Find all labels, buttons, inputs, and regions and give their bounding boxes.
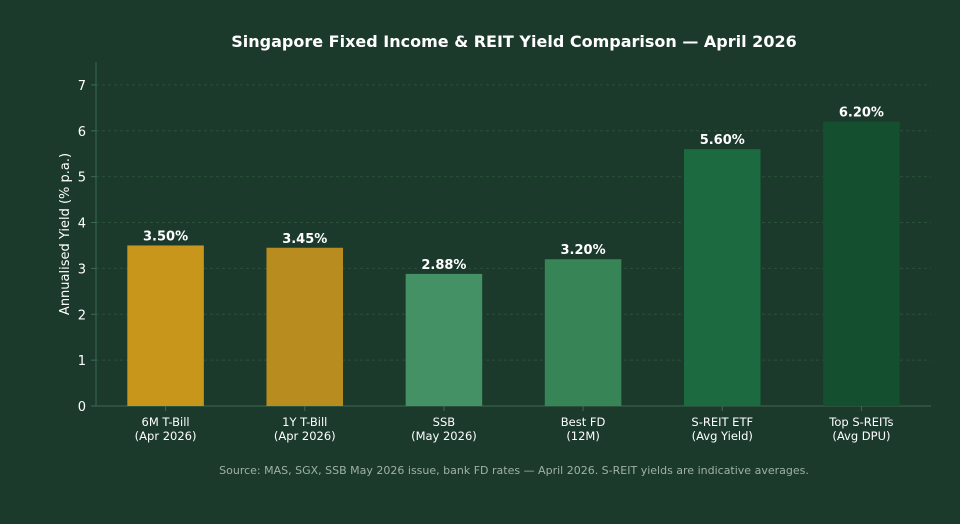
x-tick-label: (May 2026) (411, 429, 477, 443)
x-tick-label: 1Y T-Bill (282, 415, 327, 429)
data-label: 6.20% (839, 106, 884, 121)
bar (127, 245, 204, 406)
x-tick-label: (12M) (566, 429, 600, 443)
x-tick-label: SSB (433, 415, 456, 429)
x-tick-label: (Avg DPU) (832, 429, 890, 443)
chart-title: Singapore Fixed Income & REIT Yield Comp… (231, 32, 796, 51)
data-label: 3.20% (561, 243, 606, 258)
data-label: 5.60% (700, 133, 745, 148)
x-tick-label: 6M T-Bill (142, 415, 190, 429)
y-tick-label: 5 (78, 171, 86, 186)
y-tick-label: 6 (78, 125, 86, 140)
y-tick-label: 4 (78, 217, 86, 232)
x-tick-labels: 6M T-Bill(Apr 2026)1Y T-Bill(Apr 2026)SS… (135, 415, 894, 443)
data-label: 3.50% (143, 229, 188, 244)
data-labels: 3.50% 3.45% 2.88% 3.20% 5.60% 6.20% (143, 106, 884, 273)
bar (823, 121, 900, 407)
y-tick-label: 1 (78, 354, 86, 369)
x-tick-label: S-REIT ETF (691, 415, 753, 429)
bar (683, 149, 761, 406)
data-label: 3.45% (282, 232, 327, 247)
y-tick-label: 0 (78, 400, 86, 415)
x-tick-label: Top S-REITs (828, 415, 893, 429)
y-tick-label: 3 (78, 262, 86, 277)
gridlines (96, 84, 931, 361)
y-tick-label: 7 (78, 79, 86, 94)
bar (544, 259, 622, 406)
x-tick-label: (Apr 2026) (274, 429, 336, 443)
x-tick-label: (Apr 2026) (135, 429, 197, 443)
source-note: Source: MAS, SGX, SSB May 2026 issue, ba… (219, 464, 809, 477)
x-tick-label: (Avg Yield) (692, 429, 753, 443)
y-tick-labels: 0 1 2 3 4 5 6 7 (78, 79, 86, 415)
bar (266, 247, 344, 406)
bar (405, 273, 483, 406)
axes (91, 62, 931, 411)
data-label: 2.88% (421, 258, 466, 273)
x-tick-label: Best FD (561, 415, 606, 429)
y-axis-label: Annualised Yield (% p.a.) (58, 153, 73, 315)
y-tick-label: 2 (78, 308, 86, 323)
bars (127, 121, 900, 407)
